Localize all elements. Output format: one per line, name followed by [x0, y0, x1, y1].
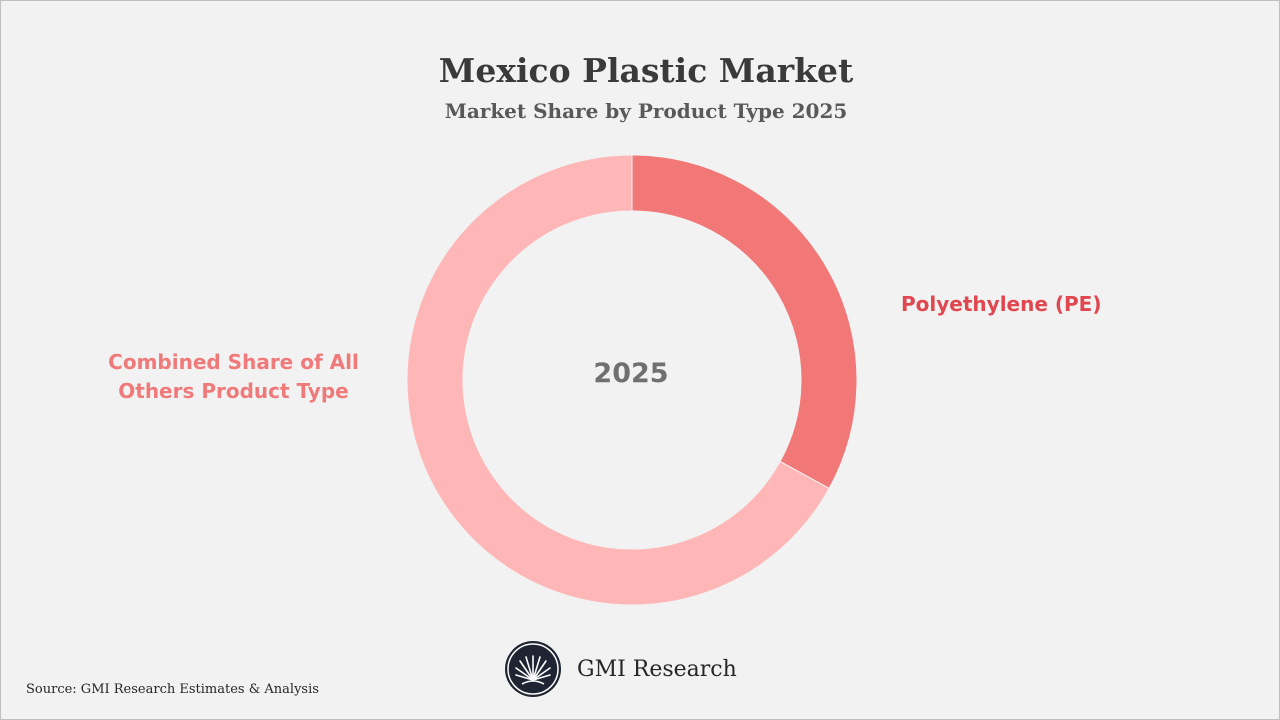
donut-slice-others: [406, 154, 830, 606]
donut-center-label: 2025: [593, 358, 669, 389]
donut-slice-polyethylene: [631, 154, 858, 490]
slice-label-others: Combined Share of All Others Product Type: [108, 350, 359, 403]
brand-name: GMI Research: [577, 657, 737, 682]
source-note: Source: GMI Research Estimates & Analysi…: [26, 682, 319, 697]
chart-subtitle: Market Share by Product Type 2025: [444, 99, 848, 123]
gmi-logo-icon: [505, 641, 561, 697]
slice-label-polyethylene: Polyethylene (PE): [901, 292, 1102, 316]
chart-title: Mexico Plastic Market: [438, 51, 854, 90]
